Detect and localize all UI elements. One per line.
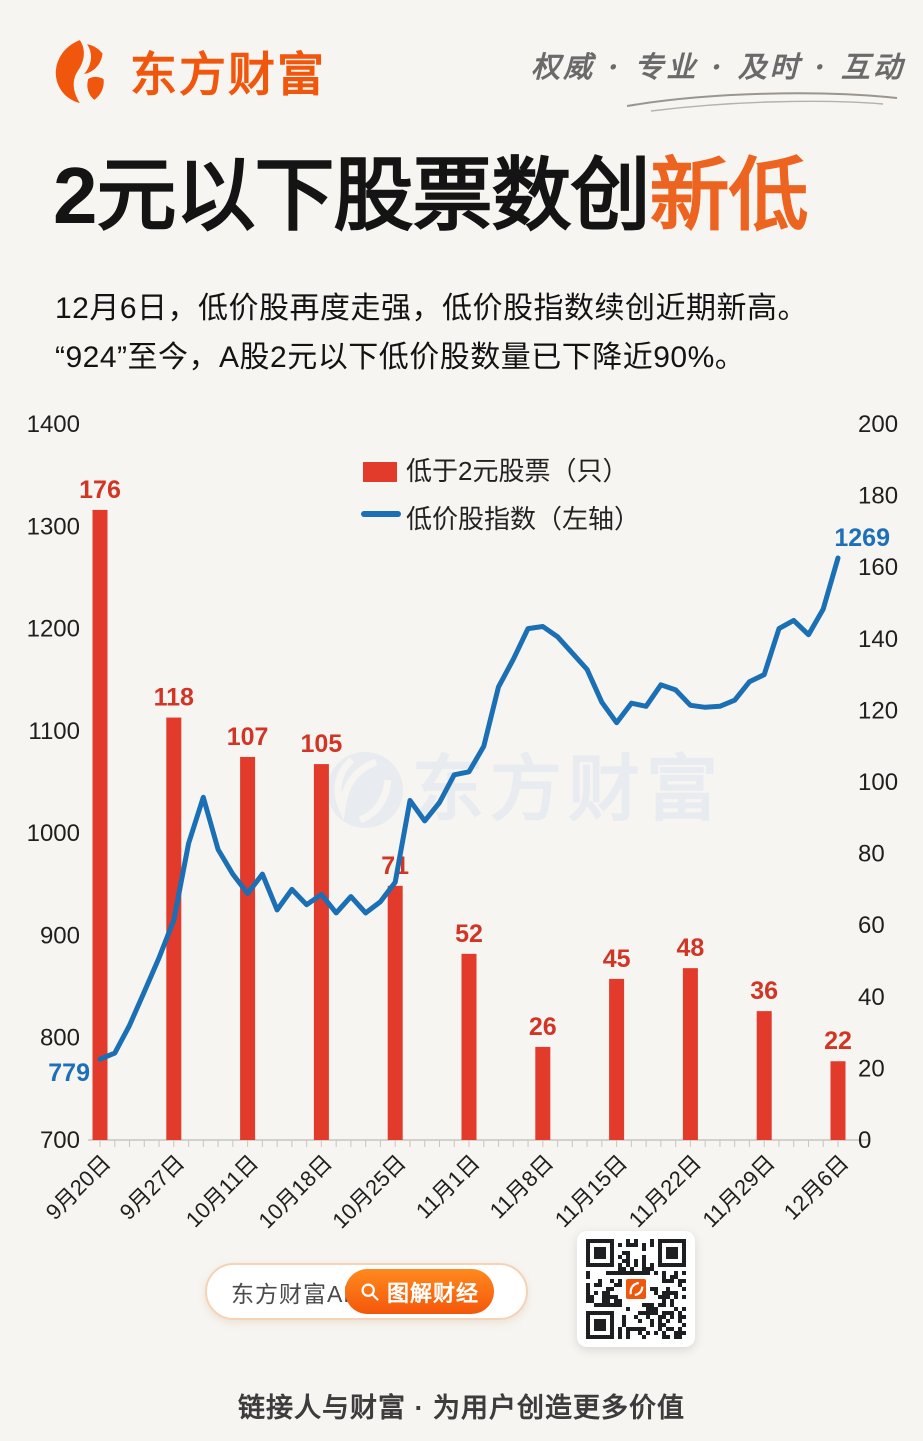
- left-axis-label: 1000: [27, 820, 80, 847]
- intro-line-1: 12月6日，低价股再度走强，低价股指数续创近期新高。: [55, 292, 809, 325]
- page-title: 2元以下股票数创新低: [53, 146, 809, 246]
- bar: [756, 1011, 772, 1140]
- qr-code: [577, 1231, 695, 1347]
- x-axis-label: 10月18日: [254, 1150, 337, 1233]
- page-title-black: 2元以下股票数创: [53, 151, 650, 240]
- bar-value-label: 107: [227, 723, 269, 751]
- bar-value-label: 22: [824, 1027, 852, 1055]
- right-axis-label: 20: [858, 1055, 885, 1082]
- bar-value-label: 36: [750, 977, 778, 1005]
- tagline-underline-swoosh: [626, 92, 898, 112]
- left-axis-label: 800: [40, 1025, 80, 1052]
- left-axis-label: 1200: [27, 616, 80, 643]
- x-axis-label: 12月6日: [779, 1150, 854, 1225]
- svg-text:东方财富: 东方财富: [412, 750, 724, 830]
- page-title-highlight: 新低: [649, 151, 809, 240]
- right-axis-label: 0: [858, 1127, 871, 1154]
- line-last-value-label: 1269: [834, 524, 890, 552]
- right-axis-label: 140: [858, 626, 898, 653]
- left-axis-label: 900: [40, 922, 80, 949]
- legend-bar-label: 低于2元股票（只）: [406, 456, 628, 486]
- eastmoney-logo-icon: [55, 39, 104, 103]
- bar: [461, 953, 477, 1140]
- eastmoney-logo: 东方财富: [52, 36, 326, 105]
- bar: [92, 509, 108, 1140]
- x-axis-label: 11月15日: [550, 1150, 632, 1232]
- bar-value-label: 45: [603, 945, 631, 973]
- x-axis-label: 11月1日: [411, 1150, 485, 1224]
- right-axis-label: 80: [858, 841, 885, 868]
- bar: [313, 764, 329, 1140]
- right-axis-label: 160: [858, 554, 898, 581]
- app-download-pill[interactable]: 东方财富APP 图解财经: [205, 1263, 528, 1320]
- footer-slogan: 链接人与财富 · 为用户创造更多价值: [238, 1393, 685, 1423]
- tagline-block: 权威 · 专业 · 及时 · 互动: [485, 44, 905, 116]
- intro-line-2: “924”至今，A股2元以下低价股数量已下降近90%。: [55, 341, 746, 374]
- intro-text: 12月6日，低价股再度走强，低价股指数续创近期新高。 “924”至今，A股2元以…: [55, 284, 808, 382]
- left-axis-label: 1300: [27, 513, 80, 540]
- right-axis-label: 100: [858, 769, 898, 796]
- x-axis-label: 11月8日: [485, 1150, 559, 1224]
- bar: [830, 1061, 846, 1140]
- qr-code-pattern: [586, 1239, 686, 1339]
- x-axis-label: 11月29日: [697, 1150, 779, 1232]
- bar: [609, 978, 625, 1140]
- x-axis-label: 9月20日: [41, 1150, 116, 1225]
- line-first-value-label: 779: [48, 1059, 90, 1087]
- right-axis-label: 180: [858, 483, 898, 510]
- left-axis-label: 1100: [28, 718, 80, 745]
- bar: [682, 968, 698, 1140]
- bar: [166, 717, 182, 1140]
- bar-value-label: 176: [79, 476, 121, 504]
- bar: [240, 756, 256, 1140]
- x-axis-label: 10月25日: [327, 1150, 410, 1233]
- right-axis-label: 120: [858, 697, 898, 724]
- bar-value-label: 48: [676, 934, 704, 962]
- combo-chart: 东方财富 1400 1300 1200 1100 1000 900 800 700 200 180 1…: [0, 410, 923, 1240]
- x-axis-label: 10月11日: [181, 1150, 263, 1232]
- cta-label: 图解财经: [387, 1280, 480, 1306]
- legend-line-label: 低价股指数（左轴）: [406, 504, 640, 534]
- bar-value-label: 26: [529, 1013, 557, 1041]
- tagline-text: 权威 · 专业 · 及时 · 互动: [531, 50, 905, 84]
- right-axis-label: 200: [858, 411, 898, 438]
- left-axis-label: 700: [40, 1127, 80, 1154]
- legend-line-swatch: [361, 511, 401, 517]
- right-axis-label: 60: [858, 912, 885, 939]
- legend-bar-swatch: [363, 462, 397, 482]
- x-axis-label: 11月22日: [624, 1150, 706, 1232]
- line-series: [97, 555, 841, 1062]
- watermark: 东方财富: [327, 750, 724, 830]
- left-axis-label: 1400: [27, 411, 80, 438]
- bar: [387, 885, 403, 1140]
- bar: [535, 1046, 551, 1140]
- cta-button[interactable]: 图解财经: [345, 1269, 495, 1314]
- bar-value-label: 118: [154, 684, 194, 712]
- logo-text: 东方财富: [130, 48, 326, 101]
- search-icon: [361, 1282, 379, 1301]
- right-axis-label: 40: [858, 984, 885, 1011]
- x-axis-label: 9月27日: [115, 1150, 190, 1225]
- bar-value-label: 105: [301, 730, 343, 758]
- bar-value-label: 52: [455, 920, 483, 948]
